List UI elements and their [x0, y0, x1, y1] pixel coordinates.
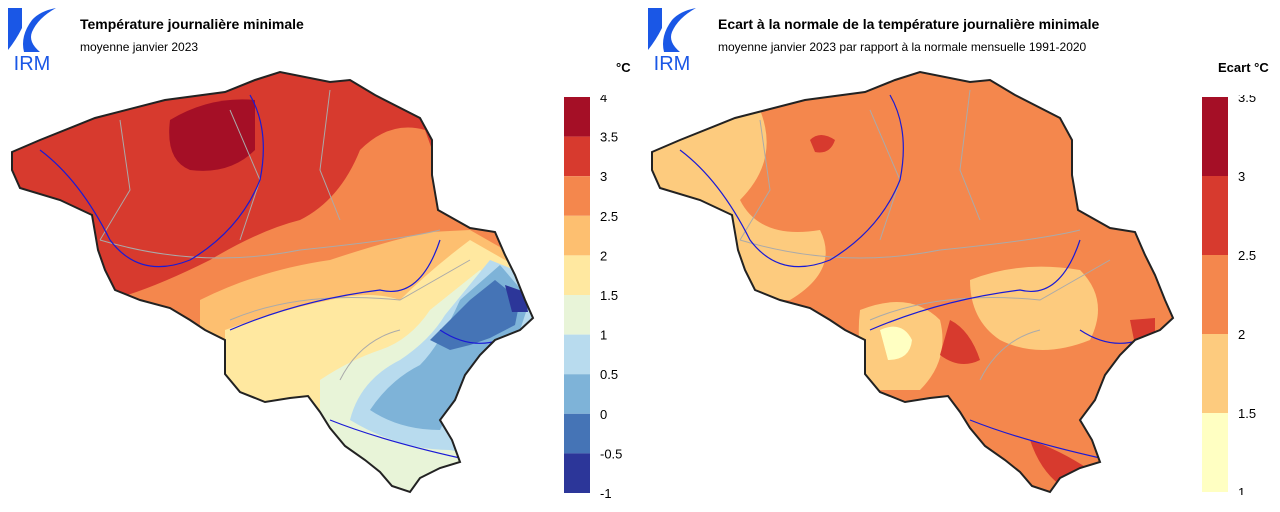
legend-swatch [564, 255, 590, 295]
logo-text: IRM [14, 53, 51, 72]
zone-blue [430, 280, 520, 350]
legend-swatch [1202, 334, 1228, 413]
legend-tick-label: 2.5 [1238, 248, 1256, 263]
irm-logo: IRM [648, 8, 696, 72]
legend-tick-label: 3.5 [1238, 95, 1256, 105]
legend-swatch [564, 295, 590, 335]
legend-swatch [564, 215, 590, 256]
legend-swatch [1202, 255, 1228, 334]
color-legend: 4 3.5 3 2.5 2 1.5 1 0.5 0 -0.5 -1 [564, 90, 640, 512]
map-title: Ecart à la normale de la température jou… [718, 16, 1100, 32]
legend-tick-label: 1.5 [600, 288, 618, 303]
legend-tick-label: 1 [600, 328, 607, 343]
legend-tick-label: 1 [1238, 485, 1245, 495]
legend-tick-label: 3.5 [600, 130, 618, 145]
legend-tick-label: 0 [600, 407, 607, 422]
legend-swatch [564, 176, 590, 216]
legend-swatch [564, 136, 590, 177]
province-borders [99, 89, 471, 381]
rivers [39, 94, 501, 459]
legend-swatch [1202, 176, 1228, 255]
legend-scale: 4 3.5 3 2.5 2 1.5 1 0.5 0 -0.5 -1 [564, 90, 622, 501]
legend-tick-label: 3 [1238, 169, 1245, 184]
legend-tick-label: 4 [600, 95, 607, 105]
color-legend: 3.5 3 2.5 2 1.5 1 [1202, 90, 1278, 500]
zone-warm-centre [940, 320, 980, 364]
legend-tick-label: 1.5 [1238, 406, 1256, 421]
map-subtitle: moyenne janvier 2023 [80, 40, 199, 54]
legend-tick-label: -0.5 [600, 446, 622, 461]
legend-swatch [564, 453, 590, 493]
anomaly-panel: IRM Ecart à la normale de la température… [640, 0, 1280, 507]
legend-tick-label: 0.5 [600, 367, 618, 382]
irm-logo: IRM [8, 8, 56, 72]
map-title: Température journalière minimale [80, 16, 304, 32]
legend-tick-label: 2 [1238, 327, 1245, 342]
legend-swatch [1202, 413, 1228, 492]
legend-swatch [564, 97, 590, 137]
zone-warm-north [810, 135, 835, 153]
legend-swatch [564, 413, 590, 454]
legend-tick-label: -1 [600, 486, 612, 501]
min-temperature-panel: IRM Température journalière minimale moy… [0, 0, 640, 507]
belgium-anomaly-map [651, 71, 1174, 493]
logo-text: IRM [654, 53, 691, 72]
zone-east-cool [970, 266, 1098, 350]
map-subtitle: moyenne janvier 2023 par rapport à la no… [718, 40, 1087, 54]
legend-swatch [564, 334, 590, 375]
legend-swatch [564, 374, 590, 414]
legend-tick-label: 2 [600, 248, 607, 263]
legend-swatch [1202, 97, 1228, 176]
belgium-min-temperature-map [11, 71, 534, 493]
legend-tick-label: 2.5 [600, 209, 618, 224]
legend-unit: °C [616, 60, 631, 75]
legend-scale: 3.5 3 2.5 2 1.5 1 [1202, 90, 1256, 500]
legend-tick-label: 3 [600, 169, 607, 184]
zone-centre-pale [880, 326, 912, 360]
legend-unit: Ecart °C [1218, 60, 1269, 75]
